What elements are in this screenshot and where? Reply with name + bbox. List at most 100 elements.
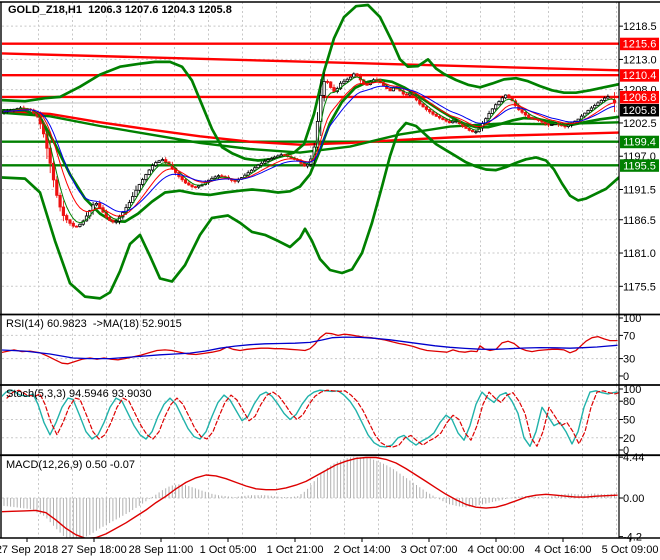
time-axis-label: 4 Oct 16:00: [535, 544, 592, 556]
bull-candle: [259, 162, 264, 166]
bull-candle: [150, 165, 155, 171]
rsi-axis-label: 70: [623, 330, 635, 342]
stoch-main-line: [2, 389, 618, 448]
stochastic-chart: [2, 389, 619, 448]
price-badge-text: 1215.6: [623, 39, 657, 51]
time-axis-label: 4 Oct 00:00: [468, 544, 525, 556]
rsi-line: [2, 332, 618, 365]
bear-candle: [546, 123, 551, 126]
time-axis-label: 1 Oct 21:00: [267, 544, 324, 556]
bull-candle: [322, 80, 326, 96]
price-badge-text: 1195.5: [623, 160, 656, 172]
bear-candle: [530, 117, 534, 120]
bear-candle: [470, 129, 475, 133]
bull-candle: [497, 101, 501, 106]
bear-candle: [65, 215, 69, 221]
macd-axis-label: 4.44: [623, 452, 644, 464]
bear-candle: [609, 96, 613, 99]
time-axis-label: 5 Oct 09:00: [602, 544, 659, 556]
price-axis-label: 1191.5: [623, 185, 656, 197]
bear-candle: [355, 73, 359, 76]
price-badge-text: 1205.8: [623, 105, 657, 117]
rsi-panel-surface[interactable]: [2, 315, 619, 385]
price-axis-label: 1175.5: [623, 281, 656, 293]
bull-candle: [78, 223, 82, 227]
bull-candle: [500, 97, 504, 102]
rsi-indicator-label: RSI(14) 60.9823 ->MA(18) 52.9015: [6, 318, 182, 330]
bear-candle: [302, 163, 306, 167]
bull-candle: [94, 203, 98, 206]
bear-candle: [111, 220, 115, 223]
bear-candle: [282, 154, 287, 157]
bull-candle: [213, 176, 217, 179]
bull-candle: [490, 108, 495, 114]
price-badge-1205.8: [620, 103, 659, 117]
bull-candle: [305, 163, 310, 167]
bear-candle: [58, 194, 62, 208]
bull-candle: [266, 159, 270, 162]
price-axis-label: 1213.0: [623, 54, 657, 66]
bollinger-upper-band: [2, 3, 619, 162]
bull-candle: [352, 73, 356, 78]
time-axis-label: 1 Oct 05:00: [200, 544, 257, 556]
bull-candle: [114, 220, 118, 223]
bear-candle: [61, 206, 66, 216]
price-axis-label: 1218.5: [623, 21, 657, 33]
macd-axis-label: 0.00: [623, 493, 644, 505]
chart-title: GOLD_Z18,H1 1206.3 1207.6 1204.3 1205.8: [8, 4, 232, 16]
bear-candle: [424, 106, 429, 110]
bull-candle: [197, 185, 201, 188]
macd-chart: [2, 456, 618, 538]
bear-candle: [388, 88, 392, 92]
stoch-axis-label: 100: [623, 384, 641, 396]
bull-candle: [503, 94, 508, 99]
bear-candle: [220, 175, 224, 178]
bollinger-lower-band: [2, 121, 619, 300]
bear-candle: [434, 113, 438, 117]
price-badge-1199.4: [620, 135, 659, 149]
ema-slow-line: [3, 85, 615, 213]
bull-candle: [345, 78, 349, 82]
bear-candle: [523, 111, 528, 116]
main-chart: [2, 3, 619, 300]
bull-candle: [272, 156, 277, 159]
macd-histogram: [3, 456, 615, 538]
bull-candle: [216, 175, 221, 178]
bear-candle: [520, 109, 524, 113]
bull-candle: [583, 112, 587, 117]
bull-candle: [134, 189, 138, 197]
time-axis-label: 2 Oct 14:00: [334, 544, 391, 556]
bull-candle: [144, 174, 148, 180]
descending-trendline: [2, 52, 619, 72]
bear-candle: [421, 103, 425, 108]
bear-candle: [540, 120, 544, 123]
bull-candle: [131, 196, 135, 203]
bear-candle: [193, 186, 197, 189]
price-badge-1206.8: [620, 90, 659, 104]
rsi-axis-label: 0: [623, 371, 629, 383]
price-badge-1215.6: [620, 37, 659, 51]
bear-candle: [444, 119, 448, 122]
bear-candle: [325, 80, 330, 83]
bear-candle: [507, 94, 511, 99]
bear-candle: [362, 79, 366, 85]
bear-candle: [68, 219, 72, 224]
bear-candle: [543, 121, 547, 125]
bear-candle: [428, 109, 432, 113]
bear-candle: [467, 127, 471, 131]
bear-candle: [329, 81, 333, 88]
price-badge-text: 1210.4: [623, 70, 657, 82]
rsi-ma-line: [2, 336, 618, 360]
stoch-axis-label: 0: [623, 445, 629, 457]
bull-candle: [593, 105, 597, 109]
bull-candle: [157, 160, 161, 163]
bull-candle: [596, 102, 600, 106]
time-axis-label: 27 Sep 18:00: [61, 544, 126, 556]
bear-candle: [71, 222, 75, 227]
bull-candle: [210, 177, 214, 181]
bull-candle: [253, 167, 257, 171]
bull-candle: [391, 87, 396, 92]
bear-candle: [437, 115, 442, 119]
bull-candle: [263, 160, 267, 164]
